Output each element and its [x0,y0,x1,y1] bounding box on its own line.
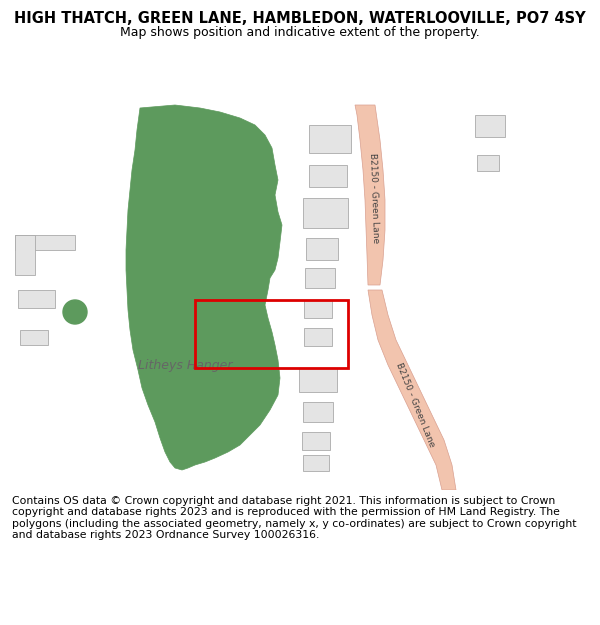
Bar [195,300,348,368]
Bar [475,115,505,137]
Bar [302,198,347,228]
Bar [303,402,333,422]
Text: HIGH THATCH, GREEN LANE, HAMBLEDON, WATERLOOVILLE, PO7 4SY: HIGH THATCH, GREEN LANE, HAMBLEDON, WATE… [14,11,586,26]
Bar [303,455,329,471]
Text: Litheys Hanger: Litheys Hanger [138,359,232,371]
Polygon shape [15,235,35,275]
Polygon shape [126,105,282,470]
Bar [304,300,332,318]
Polygon shape [368,290,456,490]
Text: Contains OS data © Crown copyright and database right 2021. This information is : Contains OS data © Crown copyright and d… [12,496,577,541]
Bar [305,268,335,288]
Circle shape [63,300,87,324]
Bar [309,165,347,187]
Text: B2150 - Green Lane: B2150 - Green Lane [394,361,436,449]
Bar [477,155,499,171]
Polygon shape [355,105,385,285]
Bar [306,238,338,260]
Polygon shape [18,290,55,308]
Polygon shape [20,330,48,345]
Text: Map shows position and indicative extent of the property.: Map shows position and indicative extent… [120,26,480,39]
Text: B2150 - Green Lane: B2150 - Green Lane [368,152,380,243]
Bar [302,432,330,450]
Bar [309,125,351,153]
Bar [299,368,337,392]
Polygon shape [15,235,75,250]
Bar [304,328,332,346]
